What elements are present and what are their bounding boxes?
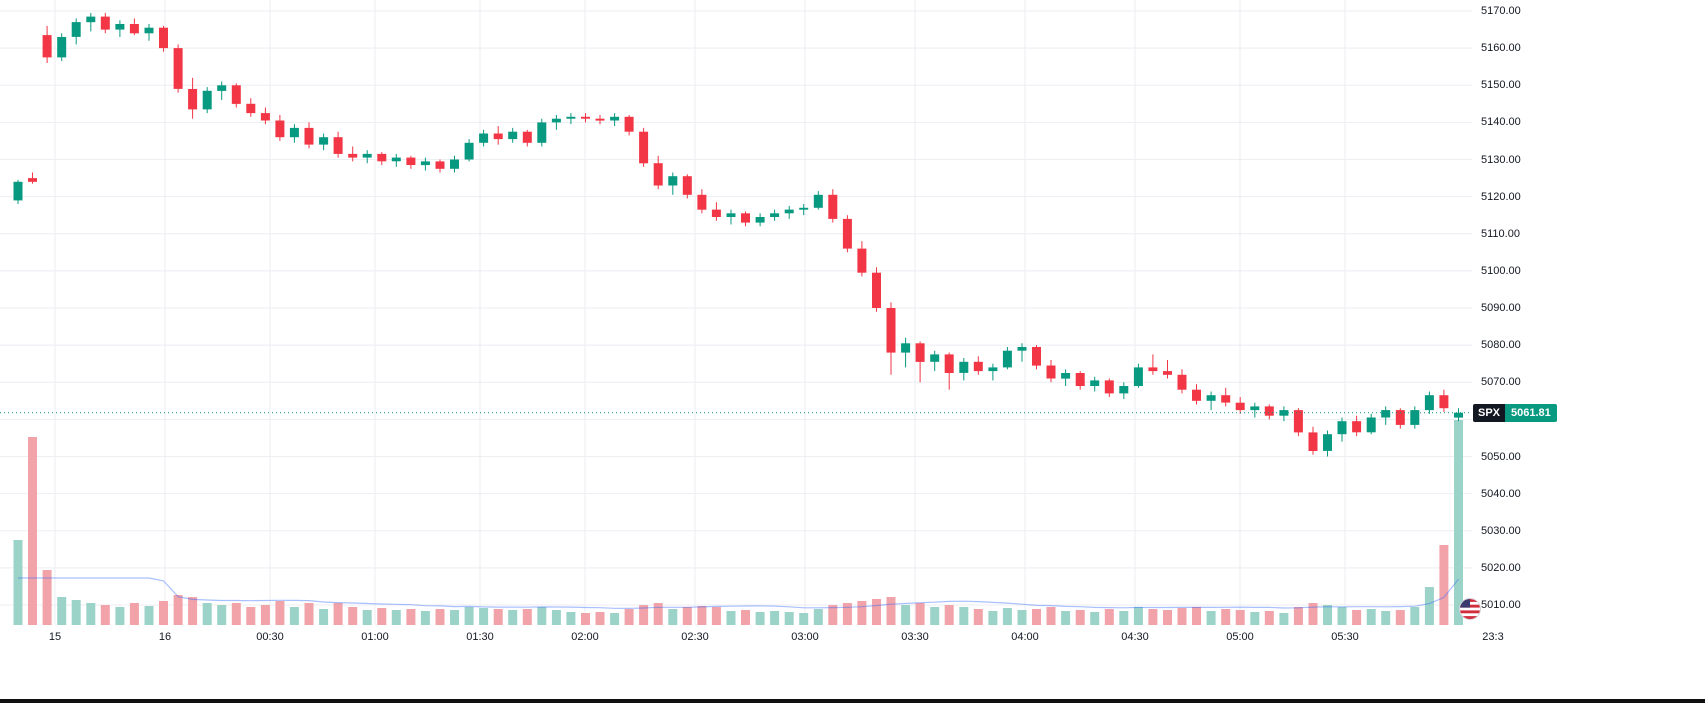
time-axis-label: 02:00 [571, 631, 599, 643]
last-price-badge: SPX 5061.81 [1473, 404, 1557, 422]
time-axis-label: 01:30 [466, 631, 494, 643]
price-axis-label: 5090.00 [1481, 302, 1521, 314]
price-axis-label: 5100.00 [1481, 265, 1521, 277]
price-axis-label: 5010.00 [1481, 599, 1521, 611]
price-axis-label: 5130.00 [1481, 154, 1521, 166]
price-axis-label: 5170.00 [1481, 5, 1521, 17]
price-axis-label: 5030.00 [1481, 525, 1521, 537]
symbol-label: SPX [1473, 404, 1506, 422]
time-axis-label: 05:00 [1226, 631, 1254, 643]
time-axis-label: 16 [158, 631, 172, 643]
price-axis-label: 5020.00 [1481, 562, 1521, 574]
price-axis-label: 5120.00 [1481, 191, 1521, 203]
time-axis-label: 03:00 [791, 631, 819, 643]
time-axis-label: 00:30 [256, 631, 284, 643]
us-flag-icon [1459, 598, 1481, 620]
price-axis-label: 5140.00 [1481, 116, 1521, 128]
time-axis-label: 02:30 [681, 631, 709, 643]
price-axis-label: 5070.00 [1481, 376, 1521, 388]
price-axis-label: 5110.00 [1481, 228, 1520, 240]
time-axis-label: 04:00 [1011, 631, 1039, 643]
last-price-label: 5061.81 [1505, 404, 1557, 422]
time-axis-label: 23:3 [1482, 631, 1504, 643]
time-axis-label: 03:30 [901, 631, 929, 643]
price-axis-label: 5080.00 [1481, 339, 1521, 351]
bottom-divider [0, 699, 1705, 703]
price-axis-label: 5160.00 [1481, 42, 1521, 54]
time-axis-label: 15 [48, 631, 62, 643]
time-axis-label: 05:30 [1331, 631, 1359, 643]
time-axis-label: 01:00 [361, 631, 389, 643]
time-axis-label: 04:30 [1121, 631, 1149, 643]
price-axis-label: 5150.00 [1481, 79, 1521, 91]
price-axis-label: 5050.00 [1481, 451, 1521, 463]
price-axis-label: 5040.00 [1481, 488, 1521, 500]
